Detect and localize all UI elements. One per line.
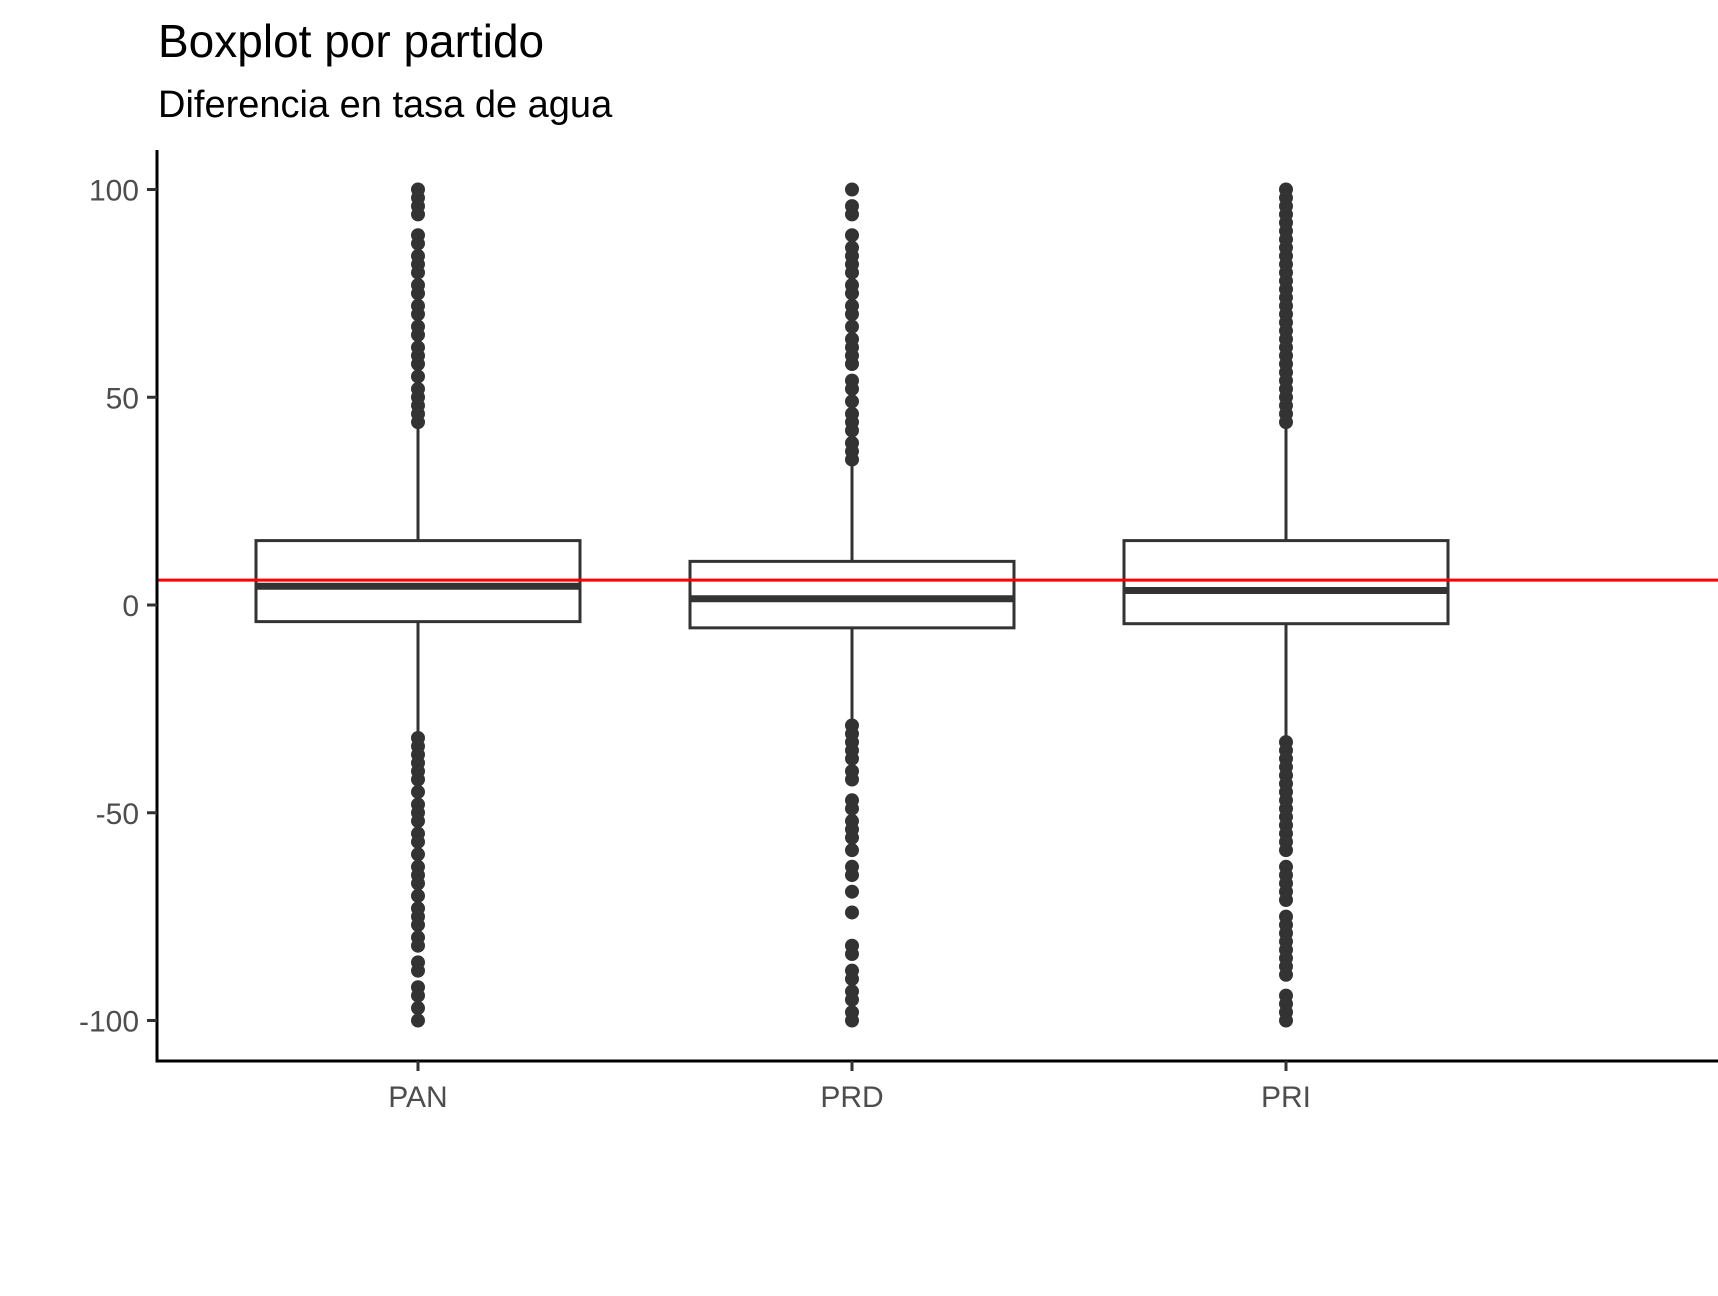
outlier-point-pan [411,228,425,243]
outlier-point-prd [845,182,859,197]
y-tick-label: 0 [122,590,139,623]
outlier-point-pri [1279,1013,1293,1028]
outlier-point-pan [411,963,425,978]
outlier-point-pan [411,1001,425,1016]
outlier-point-pri [1279,893,1293,908]
box-group-pan [254,182,582,1028]
outlier-point-pan [411,876,425,891]
outlier-point-pan [411,248,425,263]
outlier-point-prd [845,199,859,214]
y-tick-label: -50 [96,798,139,831]
outlier-point-pan [411,938,425,953]
outlier-point-prd [845,332,859,347]
outlier-point-prd [845,830,859,845]
outlier-point-pan [411,988,425,1003]
box-group-pri [1122,182,1450,1028]
outlier-point-prd [845,971,859,986]
chart-title: Boxplot por partido [158,15,545,67]
outlier-point-pan [411,814,425,829]
outlier-point-prd [845,435,859,450]
outlier-point-prd [845,1013,859,1028]
outlier-point-prd [845,843,859,858]
outlier-point-prd [845,240,859,255]
outlier-point-prd [845,406,859,421]
box-prd [688,559,1016,630]
boxes-layer [254,182,1450,1028]
y-tick-label: -100 [79,1006,139,1039]
outlier-point-prd [845,228,859,243]
outlier-point-prd [845,751,859,766]
outlier-point-prd [845,868,859,883]
outlier-point-pan [411,381,425,396]
box-group-prd [688,182,1016,1028]
outlier-point-prd [845,801,859,816]
outlier-point-prd [845,278,859,293]
outlier-point-pri [1279,843,1293,858]
outlier-point-prd [845,319,859,334]
outlier-point-pan [411,278,425,293]
outlier-point-pan [411,888,425,903]
x-tick-label: PRI [1261,1081,1311,1114]
outlier-point-prd [845,373,859,388]
x-tick-label: PRD [820,1081,883,1114]
outlier-point-prd [845,905,859,920]
outlier-point-pan [411,917,425,932]
outlier-point-pan [411,369,425,384]
outlier-point-prd [845,394,859,409]
outlier-point-pan [411,847,425,862]
outlier-point-pan [411,784,425,799]
outlier-point-prd [845,772,859,787]
outlier-point-prd [845,947,859,962]
outlier-point-pan [411,340,425,355]
outlier-point-pan [411,319,425,334]
outlier-point-prd [845,992,859,1007]
outlier-point-prd [845,298,859,313]
outlier-point-pri [1279,182,1293,197]
axes-layer: 100 50 0 -50 -100 PAN PRD PRI [79,150,1718,1114]
outlier-point-pan [411,772,425,787]
chart-subtitle: Diferencia en tasa de agua [158,84,613,126]
x-tick-label: PAN [388,1081,447,1114]
box-pri [1122,539,1450,626]
outlier-point-pan [411,298,425,313]
outlier-point-pan [411,182,425,197]
outlier-point-pan [411,834,425,849]
y-tick-label: 100 [89,175,139,208]
outlier-point-prd [845,884,859,899]
y-tick-label: 50 [106,382,139,415]
outlier-point-pan [411,1013,425,1028]
outlier-point-pri [1279,967,1293,982]
